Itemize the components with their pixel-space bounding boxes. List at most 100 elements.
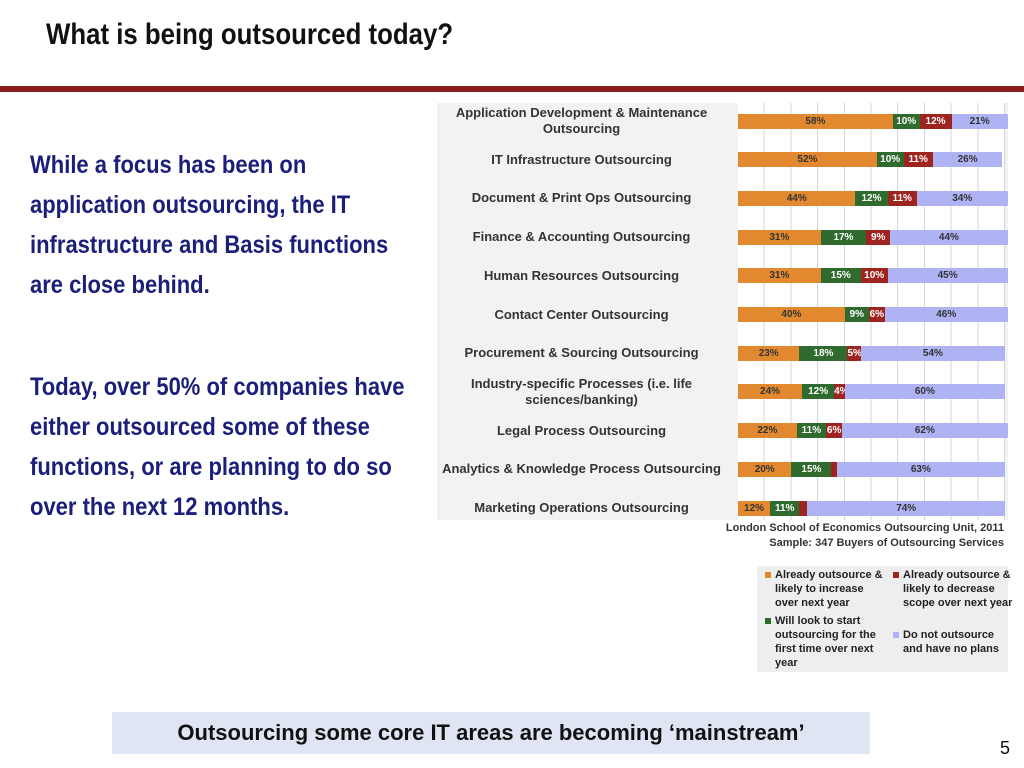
bar-segment bbox=[738, 345, 800, 361]
bar-segment bbox=[738, 461, 792, 477]
bar-segment bbox=[890, 229, 1008, 245]
value-label: 54% bbox=[922, 347, 943, 359]
category-label: Legal Process Outsourcing bbox=[496, 422, 667, 438]
bar-segment bbox=[831, 461, 837, 477]
bar-segment bbox=[951, 113, 1008, 129]
legend-label: Will look to start outsourcing for the f… bbox=[775, 615, 876, 669]
value-label: 15% bbox=[801, 463, 822, 475]
bar-segment bbox=[738, 190, 856, 206]
value-label: 11% bbox=[892, 192, 912, 204]
bar-segment bbox=[887, 268, 1008, 284]
category-label: Industry-specific Processes (i.e. life s… bbox=[470, 375, 693, 407]
bar-segment bbox=[844, 384, 1005, 400]
bar-segment bbox=[884, 307, 1008, 322]
value-label: 20% bbox=[754, 463, 775, 475]
paragraph: While a focus has been on application ou… bbox=[30, 151, 389, 299]
value-label: 6% bbox=[826, 425, 842, 437]
bar-segment bbox=[887, 190, 917, 206]
bar-segment bbox=[770, 500, 800, 516]
category-label: Finance & Accounting Outsourcing bbox=[472, 229, 691, 245]
value-label: 5% bbox=[847, 347, 862, 359]
value-label: 10% bbox=[896, 115, 917, 127]
value-label: 10% bbox=[880, 154, 901, 166]
value-label: 44% bbox=[786, 192, 807, 204]
value-label: 11% bbox=[774, 502, 795, 514]
value-label: 62% bbox=[914, 425, 935, 437]
value-label: 45% bbox=[937, 270, 958, 282]
bar-segment bbox=[892, 113, 920, 129]
legend-swatch bbox=[765, 618, 771, 624]
value-label: 6% bbox=[869, 309, 885, 320]
bar-segment bbox=[860, 268, 888, 284]
bar-segment bbox=[916, 190, 1008, 206]
category-label: Contact Center Outsourcing bbox=[494, 306, 669, 322]
bar-segment bbox=[738, 307, 845, 322]
value-label: 23% bbox=[758, 347, 779, 359]
bar-segment bbox=[866, 229, 891, 245]
category-label: IT Infrastructure Outsourcing bbox=[491, 151, 672, 167]
value-label: 17% bbox=[833, 231, 854, 243]
value-label: 18% bbox=[813, 347, 834, 359]
value-label: 12% bbox=[925, 115, 946, 127]
value-label: 11% bbox=[908, 154, 928, 166]
legend-entry: Already outsource & likely to increase o… bbox=[765, 568, 887, 610]
bar-segment bbox=[820, 268, 861, 284]
value-label: 34% bbox=[952, 192, 973, 204]
value-label: 4% bbox=[834, 386, 849, 398]
value-label: 10% bbox=[864, 270, 885, 282]
value-label: 58% bbox=[805, 115, 826, 127]
value-label: 22% bbox=[757, 425, 778, 437]
value-label: 11% bbox=[801, 425, 822, 437]
bar-segment bbox=[799, 345, 848, 361]
legend: Already outsource & likely to increase o… bbox=[757, 566, 1012, 672]
bar-segment bbox=[903, 152, 933, 168]
value-label: 9% bbox=[849, 309, 865, 320]
legend-swatch bbox=[893, 632, 899, 638]
bar-segment bbox=[796, 423, 827, 439]
value-label: 12% bbox=[861, 192, 882, 204]
value-label: 24% bbox=[760, 386, 781, 398]
bar-segment bbox=[820, 229, 867, 245]
bar-segment bbox=[844, 307, 869, 322]
bar-segment bbox=[876, 152, 904, 168]
value-label: 9% bbox=[870, 231, 886, 243]
value-label: 46% bbox=[936, 309, 957, 320]
legend-entry: Already outsource & likely to decrease s… bbox=[893, 568, 1015, 610]
bar-segment bbox=[738, 423, 797, 439]
source: London School of Economics Outsourcing U… bbox=[725, 522, 1004, 534]
source: Sample: 347 Buyers of Outsourcing Servic… bbox=[769, 537, 1004, 549]
title-rule bbox=[0, 86, 1024, 92]
page-number: 5 bbox=[1000, 738, 1011, 758]
value-label: 63% bbox=[910, 463, 931, 475]
bar-segment bbox=[842, 423, 1008, 439]
category-label: Procurement & Sourcing Outsourcing bbox=[464, 345, 699, 361]
value-label: 44% bbox=[938, 231, 959, 243]
legend-swatch bbox=[893, 572, 899, 578]
legend-label: Do not outsource and have no plans bbox=[903, 629, 999, 655]
category-label: Marketing Operations Outsourcing bbox=[474, 500, 689, 515]
bar-segment bbox=[932, 152, 1003, 168]
bar-segment bbox=[826, 423, 843, 439]
bar-segment bbox=[855, 190, 888, 206]
paragraph: Today, over 50% of companies have either… bbox=[30, 373, 405, 521]
bar-segment bbox=[836, 461, 1005, 477]
bar-segment bbox=[738, 268, 821, 284]
legend-label: Already outsource & likely to increase o… bbox=[775, 569, 883, 609]
value-label: 31% bbox=[769, 270, 790, 282]
bar-segment bbox=[791, 461, 832, 477]
value-label: 52% bbox=[797, 154, 818, 166]
value-label: 31% bbox=[769, 231, 790, 243]
legend-entry: Will look to start outsourcing for the f… bbox=[765, 614, 887, 670]
callout: Outsourcing some core IT areas are becom… bbox=[112, 712, 870, 754]
bar-segment bbox=[860, 345, 1005, 361]
value-label: 26% bbox=[957, 154, 978, 166]
bar-segment bbox=[738, 152, 877, 168]
value-label: 15% bbox=[830, 270, 851, 282]
category-label: Application Development & Maintenance Ou… bbox=[455, 105, 708, 136]
value-label: 74% bbox=[896, 502, 917, 514]
value-label: 12% bbox=[744, 502, 765, 514]
category-label: Document & Print Ops Outsourcing bbox=[471, 190, 692, 206]
legend-swatch bbox=[765, 572, 771, 578]
bar-segment bbox=[807, 500, 1005, 516]
